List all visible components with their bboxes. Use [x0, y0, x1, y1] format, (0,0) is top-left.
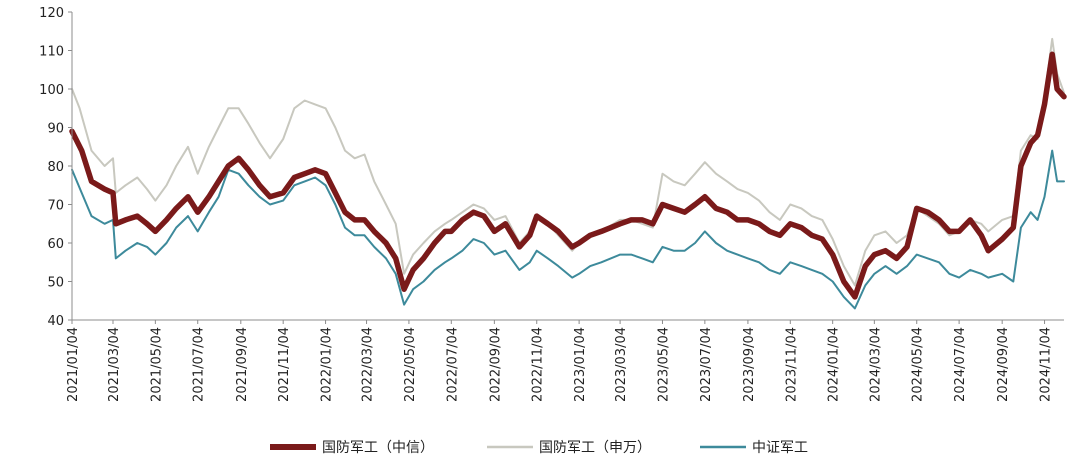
x-tick-label: 2023/11/04: [784, 327, 799, 402]
x-tick-label: 2024/03/04: [868, 327, 883, 402]
x-tick-label: 2022/03/04: [361, 327, 376, 402]
x-tick-label: 2022/09/04: [488, 327, 503, 402]
y-tick-label: 40: [47, 314, 64, 329]
series-layer: [69, 37, 1067, 310]
x-tick-label: 2023/07/04: [699, 327, 714, 402]
y-tick-label: 70: [47, 199, 64, 214]
y-tick-label: 50: [47, 276, 64, 291]
x-tick-label: 2024/07/04: [953, 327, 968, 402]
y-tick-label: 110: [39, 45, 64, 60]
x-tick-label: 2021/07/04: [192, 327, 207, 402]
x-tick-label: 2022/11/04: [531, 327, 546, 402]
x-tick-label: 2022/07/04: [445, 327, 460, 402]
x-tick-label: 2024/11/04: [1039, 327, 1054, 402]
series-line-1: [71, 37, 1065, 287]
legend: 国防军工（中信） 国防军工（申万） 中证军工: [270, 440, 808, 456]
y-tick-label: 90: [47, 122, 64, 137]
x-tick-label: 2021/01/04: [66, 327, 81, 402]
y-tick-label: 100: [39, 83, 64, 98]
x-tick-label: 2022/05/04: [403, 327, 418, 402]
x-tick-label: 2024/09/04: [996, 327, 1011, 402]
y-tick-label: 80: [47, 160, 64, 175]
legend-label-2: 中证军工: [752, 440, 808, 456]
x-tick-label: 2022/01/04: [320, 327, 335, 402]
x-tick-label: 2023/09/04: [742, 327, 757, 402]
x-tick-label: 2021/11/04: [277, 327, 292, 402]
series-line-2: [71, 149, 1065, 310]
x-tick-label: 2024/01/04: [827, 327, 842, 402]
y-tick-label: 60: [47, 237, 64, 252]
x-tick-labels: 2021/01/04 2021/03/04 2021/05/04 2021/07/04…: [66, 320, 1054, 402]
series-line-0: [69, 51, 1067, 300]
x-tick-label: 2023/01/04: [573, 327, 588, 402]
x-tick-label: 2023/05/04: [656, 327, 671, 402]
y-tick-label: 120: [39, 6, 64, 21]
x-tick-label: 2021/09/04: [235, 327, 250, 402]
x-tick-label: 2024/05/04: [911, 327, 926, 402]
x-tick-label: 2023/03/04: [614, 327, 629, 402]
x-tick-label: 2021/03/04: [107, 327, 122, 402]
y-tick-labels: 40 50 60 70 80 90 100 110 120: [39, 6, 72, 329]
legend-label-1: 国防军工（申万）: [539, 440, 651, 456]
legend-label-0: 国防军工（中信）: [322, 440, 434, 456]
x-tick-label: 2021/05/04: [149, 327, 164, 402]
